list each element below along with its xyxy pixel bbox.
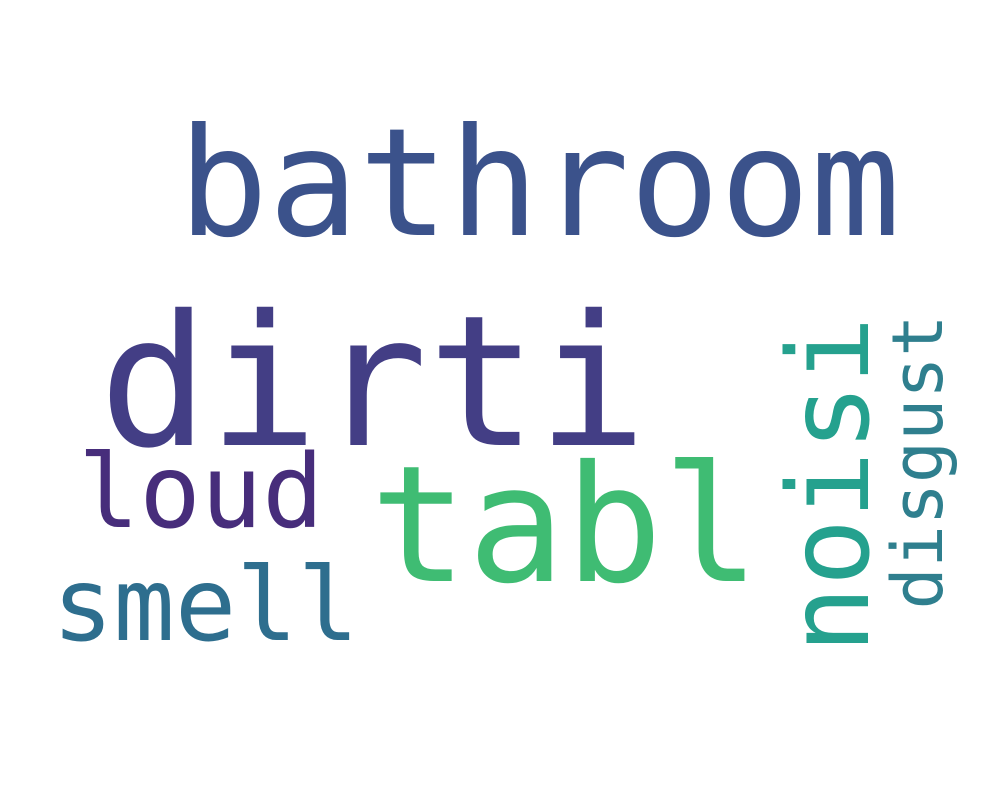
word-dirti: dirti bbox=[99, 276, 647, 488]
word-disgust: disgust bbox=[877, 314, 959, 610]
word-noisi: noisi bbox=[765, 316, 895, 654]
word-loud: loud bbox=[78, 433, 324, 552]
word-bathroom: bathroom bbox=[178, 97, 901, 271]
word-tabl: tabl bbox=[370, 432, 761, 620]
word-smell: smell bbox=[52, 546, 360, 665]
